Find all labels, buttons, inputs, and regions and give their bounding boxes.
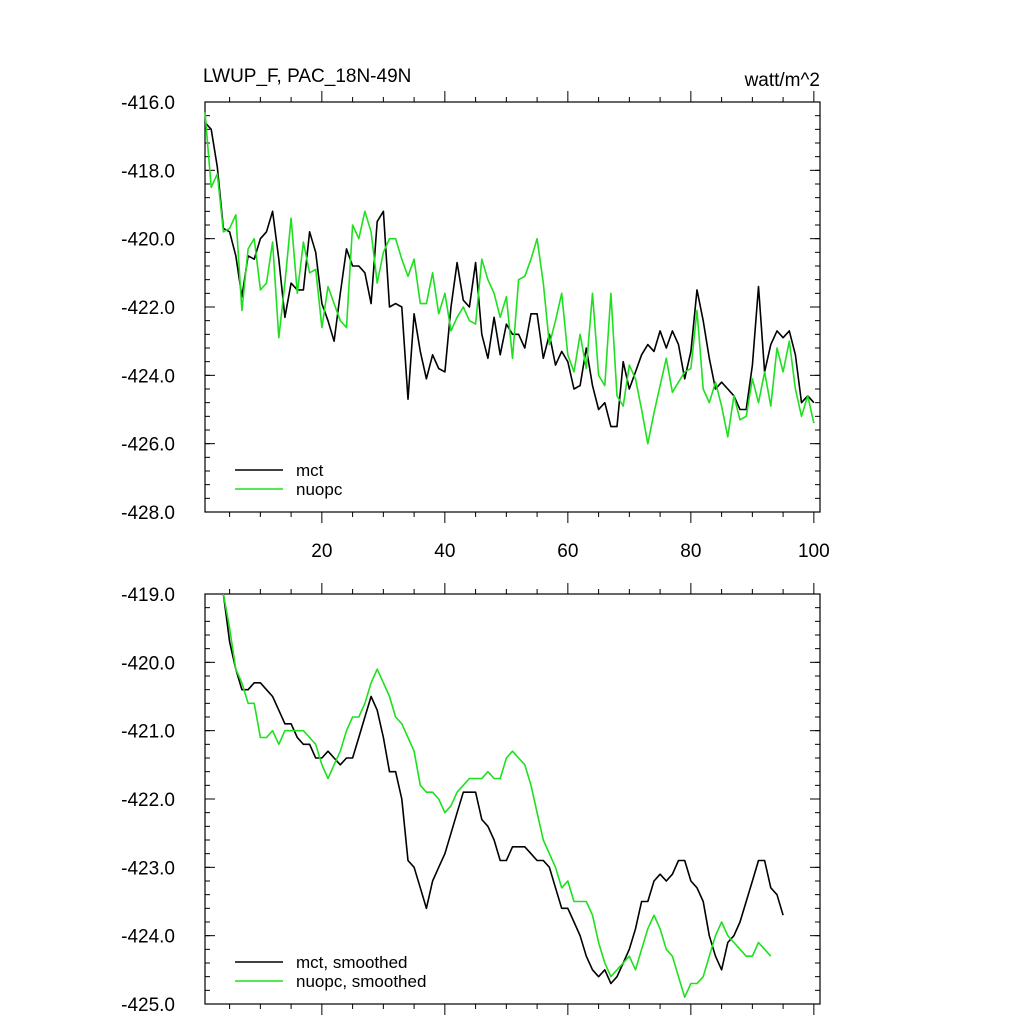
legend-label-nuopc: nuopc: [296, 480, 343, 499]
y-tick-label: -420.0: [121, 230, 175, 251]
bottom-y-tick-labels: -419.0 -420.0 -421.0 -422.0 -423.0 -424.0 -425…: [121, 585, 175, 1016]
series-line-nuopc: [204, 112, 815, 445]
chart-title: LWUP_F, PAC_18N-49N: [203, 66, 411, 87]
top-axis-ticks: [205, 91, 820, 523]
y-tick-label: -423.0: [121, 858, 175, 879]
y-tick-label: -428.0: [121, 503, 175, 524]
top-y-tick-labels: -416.0 -418.0 -420.0 -422.0 -424.0 -426.0 -428…: [121, 93, 175, 524]
y-tick-label: -421.0: [121, 722, 175, 743]
legend-label-nuopc-smoothed: nuopc, smoothed: [296, 972, 426, 991]
y-tick-label: -426.0: [121, 435, 175, 456]
y-tick-label: -424.0: [121, 927, 175, 948]
y-tick-label: -418.0: [121, 161, 175, 182]
legend-label-mct: mct: [296, 461, 324, 480]
bottom-axis-ticks: [205, 583, 820, 1015]
y-tick-label: -422.0: [121, 298, 175, 319]
x-tick-label: 40: [434, 541, 455, 562]
top-series-lines: [204, 112, 815, 445]
units-label: watt/m^2: [744, 70, 820, 91]
top-legend: mct nuopc: [235, 461, 343, 499]
x-tick-label: 20: [311, 541, 332, 562]
x-tick-label: 100: [798, 541, 830, 562]
y-tick-label: -425.0: [121, 995, 175, 1016]
series-line-nuopc-smoothed: [222, 593, 772, 999]
bottom-series-lines: [222, 593, 784, 999]
y-tick-label: -422.0: [121, 790, 175, 811]
bottom-legend: mct, smoothed nuopc, smoothed: [235, 953, 426, 991]
y-tick-label: -424.0: [121, 366, 175, 387]
y-tick-label: -416.0: [121, 93, 175, 114]
top-x-tick-labels: 20 40 60 80 100: [311, 541, 829, 562]
top-panel: -416.0 -418.0 -420.0 -422.0 -424.0 -426.0 -428…: [121, 91, 830, 562]
x-tick-label: 60: [557, 541, 578, 562]
top-plot-frame: [204, 101, 821, 513]
series-line-mct-smoothed: [222, 593, 784, 985]
y-tick-label: -420.0: [121, 653, 175, 674]
x-tick-label: 80: [680, 541, 701, 562]
y-tick-label: -419.0: [121, 585, 175, 606]
bottom-panel: -419.0 -420.0 -421.0 -422.0 -423.0 -424.0 -425…: [121, 583, 821, 1016]
legend-label-mct-smoothed: mct, smoothed: [296, 953, 408, 972]
